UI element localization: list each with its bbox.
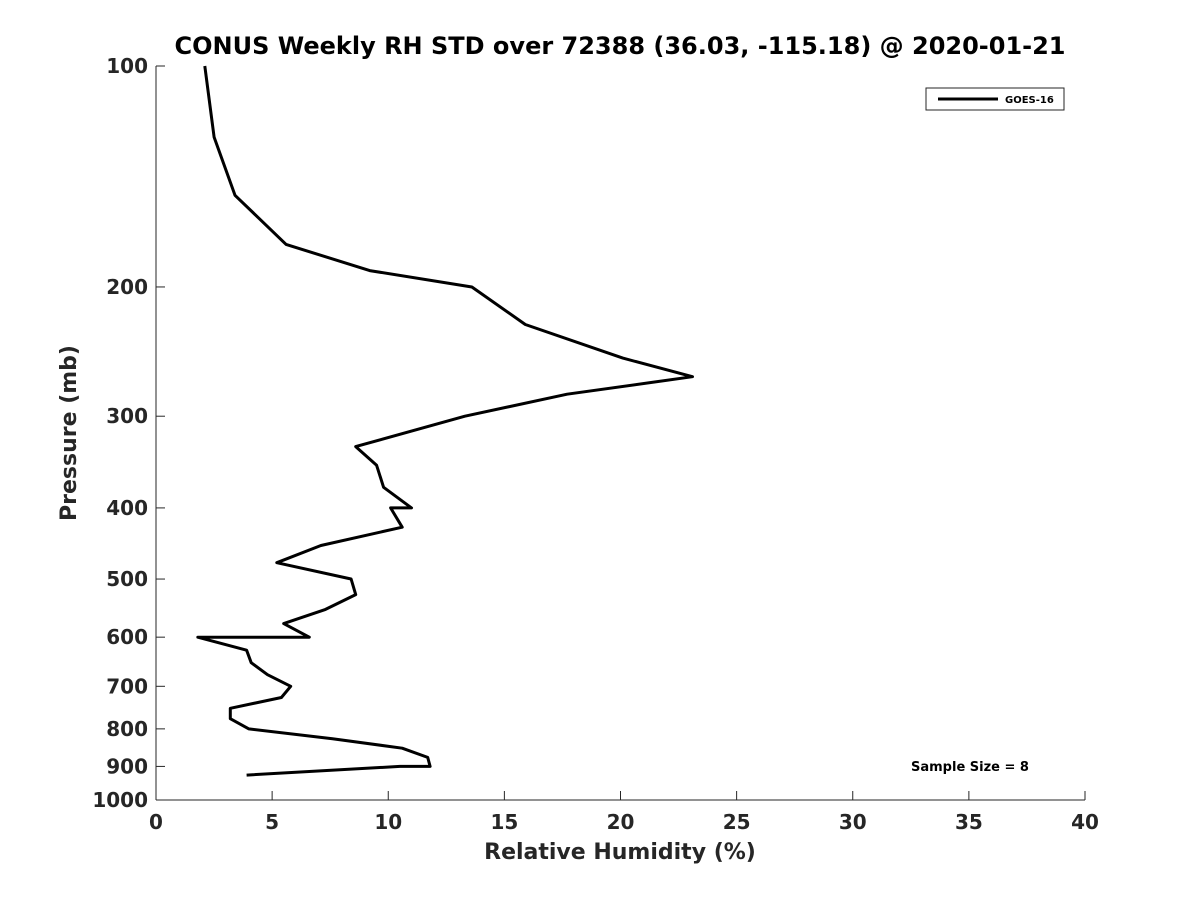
y-tick-label: 200 — [106, 275, 148, 299]
legend-label-goes-16: GOES-16 — [1005, 95, 1054, 106]
series-line-goes-16 — [196, 65, 694, 777]
y-tick-label: 400 — [106, 496, 148, 520]
sample-size-annotation: Sample Size = 8 — [911, 760, 1029, 775]
x-tick-label: 40 — [1071, 810, 1099, 834]
y-tick-label: 900 — [106, 754, 148, 778]
y-tick-label: 800 — [106, 717, 148, 741]
plot-area: 0 5 10 15 20 25 30 35 40 100 200 300 400 500 600 700 80… — [92, 54, 1099, 834]
x-tick-label: 20 — [607, 810, 635, 834]
x-axis-label: Relative Humidity (%) — [484, 840, 756, 865]
y-ticks: 100 200 300 400 500 600 700 800 900 1000 — [92, 54, 165, 812]
x-tick-label: 10 — [374, 810, 402, 834]
x-tick-label: 5 — [265, 810, 279, 834]
y-tick-label: 300 — [106, 404, 148, 428]
y-tick-label: 500 — [106, 567, 148, 591]
y-tick-label: 700 — [106, 674, 148, 698]
y-axis-label: Pressure (mb) — [57, 345, 82, 521]
x-ticks: 0 5 10 15 20 25 30 35 40 — [149, 791, 1099, 834]
chart-title: CONUS Weekly RH STD over 72388 (36.03, -… — [174, 32, 1065, 60]
y-tick-label: 100 — [106, 54, 148, 78]
x-tick-label: 35 — [955, 810, 983, 834]
y-tick-label: 600 — [106, 625, 148, 649]
y-tick-label: 1000 — [92, 788, 148, 812]
x-tick-label: 25 — [723, 810, 751, 834]
x-tick-label: 30 — [839, 810, 867, 834]
legend: GOES-16 — [925, 87, 1065, 111]
x-tick-label: 15 — [490, 810, 518, 834]
x-tick-label: 0 — [149, 810, 163, 834]
